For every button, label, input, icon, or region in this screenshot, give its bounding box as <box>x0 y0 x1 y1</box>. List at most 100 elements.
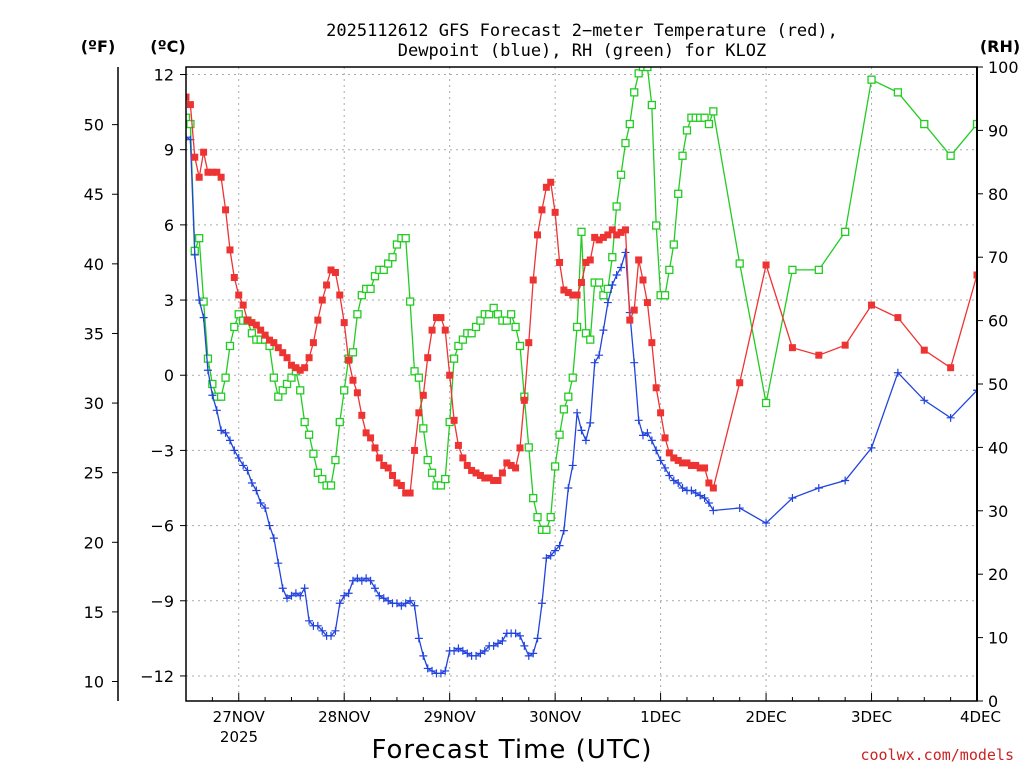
rh-point <box>761 398 771 408</box>
rh-tick-label: 60 <box>988 312 1008 331</box>
dewpoint-point <box>230 446 239 455</box>
rh-point <box>335 417 344 427</box>
unit-label-fahrenheit: (ºF) <box>81 37 116 56</box>
x-axis-title: Forecast Time (UTC) <box>371 735 652 765</box>
rh-point <box>221 373 230 382</box>
temperature-point <box>428 326 436 334</box>
temperature-point <box>736 379 744 387</box>
temperature-point <box>336 291 344 299</box>
rh-point <box>515 341 525 351</box>
fahrenheit-tick-label: 25 <box>84 464 104 483</box>
dewpoint-point <box>195 296 204 305</box>
rh-point <box>669 240 678 249</box>
temperature-point <box>490 476 498 484</box>
rh-point <box>326 481 336 490</box>
rh-point <box>529 493 538 503</box>
temperature-point <box>270 339 278 347</box>
dewpoint-point <box>313 621 322 630</box>
temperature-point <box>393 479 401 487</box>
temperature-point <box>498 469 506 477</box>
dewpoint-point <box>652 446 661 455</box>
temperature-point <box>643 299 651 307</box>
rh-point <box>203 354 213 363</box>
celsius-tick-label: −3 <box>150 441 174 460</box>
temperature-point <box>252 321 260 329</box>
rh-tick-label: 80 <box>988 185 1008 204</box>
temperature-point <box>762 261 770 269</box>
rh-point <box>419 424 428 433</box>
rh-point <box>234 310 243 319</box>
rh-tick-label: 20 <box>988 565 1008 584</box>
dewpoint-point <box>335 599 344 608</box>
dewpoint-point <box>450 646 459 655</box>
dewpoint-point <box>305 616 314 625</box>
dewpoint-point <box>397 601 406 610</box>
rh-point <box>186 113 191 122</box>
rh-point <box>586 335 595 344</box>
rh-point <box>230 322 239 332</box>
rh-point <box>318 474 327 484</box>
rh-point <box>559 405 569 414</box>
dewpoint-point <box>599 326 608 335</box>
dewpoint-point <box>603 298 612 307</box>
rh-point <box>788 265 797 275</box>
rh-point <box>392 240 402 249</box>
temperature-point <box>582 258 590 266</box>
temperature-point <box>520 396 528 404</box>
rh-tick-label: 10 <box>988 629 1008 648</box>
dewpoint-point <box>458 646 467 655</box>
dewpoint-point <box>647 436 656 445</box>
temperature-point <box>406 489 414 497</box>
temperature-point <box>564 289 572 297</box>
temperature-point <box>630 306 638 314</box>
temperature-point <box>494 476 502 484</box>
rh-point <box>476 316 485 325</box>
rh-point <box>594 278 604 287</box>
dewpoint-point <box>414 634 423 643</box>
rh-point <box>507 310 516 319</box>
temperature-point <box>512 464 520 472</box>
rh-point <box>634 69 643 78</box>
rh-point <box>471 322 481 332</box>
dewpoint-point <box>296 591 305 600</box>
x-tick-label: 4DEC <box>960 708 1001 726</box>
dewpoint-point <box>357 576 366 585</box>
temperature-point <box>454 441 462 449</box>
temperature-point <box>437 314 445 322</box>
dewpoint-point <box>520 641 529 650</box>
rh-point <box>682 126 692 135</box>
rh-point <box>572 322 582 332</box>
rh-point <box>599 291 608 300</box>
dewpoint-point <box>362 574 371 583</box>
celsius-tick-label: −12 <box>140 667 174 686</box>
dewpoint-point <box>366 576 375 585</box>
rh-point <box>621 138 630 148</box>
rh-point <box>1000 114 1007 121</box>
rh-point <box>427 468 437 477</box>
dewpoint-point <box>327 631 336 640</box>
temperature-point <box>657 409 665 417</box>
rh-tick-label: 90 <box>988 121 1008 140</box>
temperature-point <box>411 446 419 454</box>
temperature-point <box>204 168 212 176</box>
dewpoint-point <box>678 483 687 492</box>
temperature-point <box>595 236 603 244</box>
temperature-point <box>894 314 902 322</box>
rh-point <box>414 373 424 382</box>
rh-point <box>735 259 744 268</box>
temperature-point <box>292 364 300 372</box>
series-dewpoint <box>186 133 977 678</box>
rh-tick-label: 70 <box>988 248 1008 267</box>
temperature-point <box>525 339 533 347</box>
x-tick-label: 3DEC <box>851 708 892 726</box>
rh-point <box>287 373 296 382</box>
temperature-point <box>384 464 392 472</box>
dewpoint-point <box>973 386 977 395</box>
temperature-point <box>327 266 335 274</box>
rh-point <box>208 379 217 389</box>
rh-point <box>814 265 823 275</box>
rh-point <box>405 297 415 306</box>
dewpoint-point <box>436 669 445 678</box>
dewpoint-point <box>621 248 630 257</box>
temperature-point <box>239 301 247 309</box>
